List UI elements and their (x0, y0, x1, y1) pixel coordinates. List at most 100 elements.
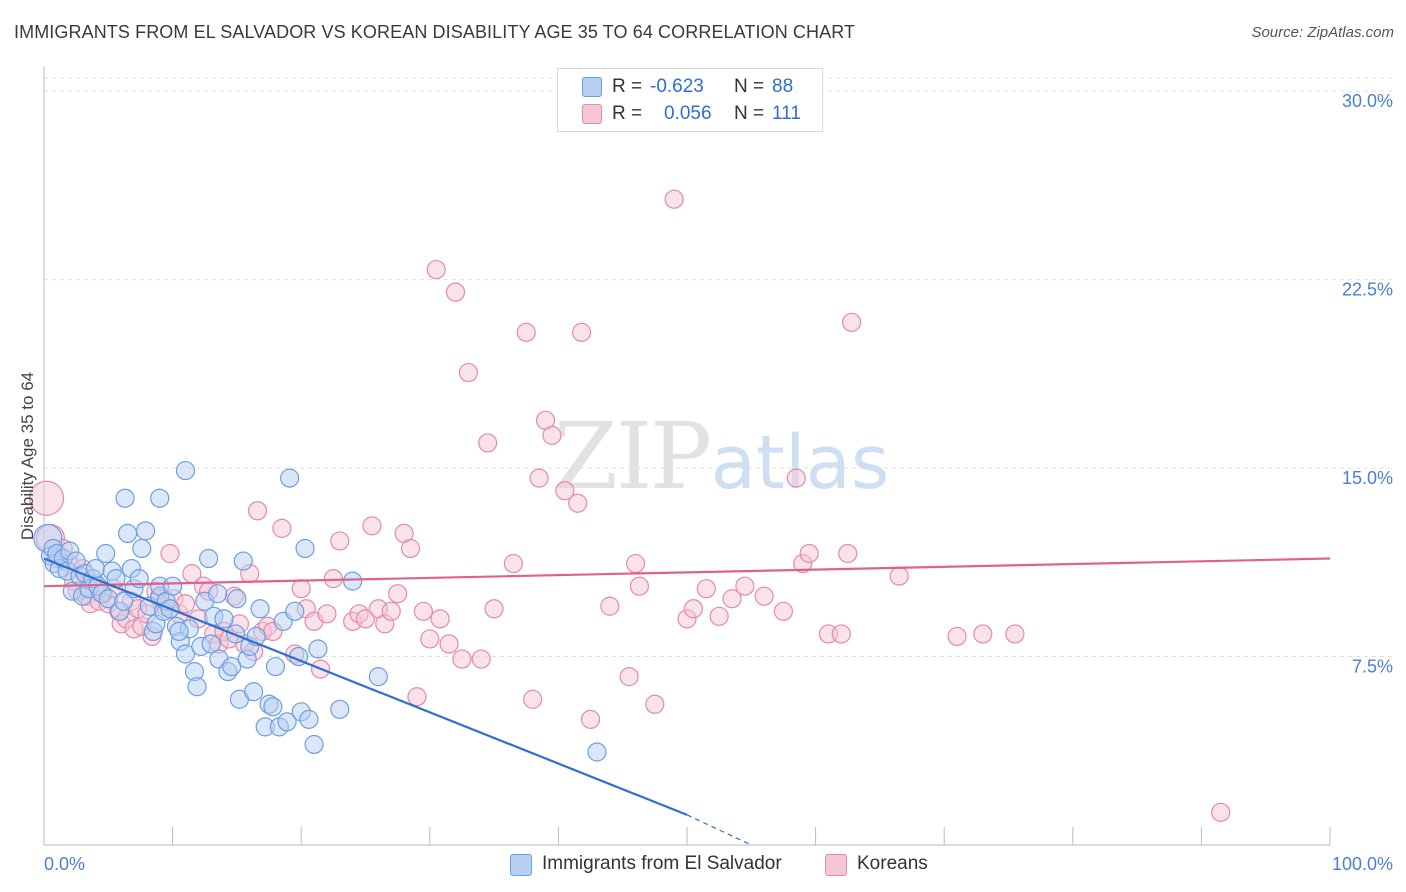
data-point-koreans (28, 480, 65, 516)
data-point-koreans (838, 543, 858, 564)
r-label: R = (612, 103, 643, 124)
axes (43, 66, 1331, 846)
r-value: -0.623 (650, 76, 704, 97)
data-point-koreans (629, 576, 650, 596)
trend-line-el-salvador-extension (686, 814, 752, 846)
data-point-el-salvador (308, 639, 328, 659)
data-point-koreans (555, 481, 575, 501)
series-legend: Immigrants from El Salvador Koreans (0, 852, 1406, 878)
tick-labels: 7.5% 15.0% 22.5% 30.0% 0.0% 100.0% (44, 91, 1393, 874)
data-point-koreans (842, 312, 862, 332)
data-point-koreans (317, 604, 337, 624)
data-point-koreans (831, 624, 851, 644)
data-point-koreans (291, 579, 311, 599)
n-label: N = (734, 76, 765, 97)
data-point-el-salvador (135, 521, 156, 541)
legend-swatch-el-salvador (510, 854, 532, 876)
watermark-atlas: atlas (711, 420, 890, 506)
data-point-el-salvador (150, 488, 170, 508)
data-point-koreans (754, 586, 774, 606)
data-point-el-salvador (304, 734, 324, 755)
data-point-koreans (478, 433, 498, 453)
data-point-koreans (247, 501, 268, 521)
data-point-koreans (400, 538, 421, 559)
data-point-el-salvador (285, 601, 305, 621)
data-point-el-salvador (587, 742, 607, 762)
data-point-el-salvador (233, 551, 253, 571)
data-point-koreans (355, 609, 376, 629)
data-point-koreans (889, 566, 909, 586)
data-point-koreans (323, 569, 343, 589)
swatch-el-salvador (582, 77, 602, 97)
data-point-el-salvador (227, 589, 247, 609)
trend-line-el-salvador (43, 557, 688, 816)
data-point-el-salvador (169, 621, 189, 642)
data-point-el-salvador (280, 468, 300, 488)
data-point-el-salvador (299, 709, 319, 729)
y-tick-label: 15.0% (1342, 468, 1393, 488)
data-point-koreans (445, 282, 466, 302)
trend-line-koreans (43, 557, 1331, 588)
data-point-koreans (362, 516, 382, 536)
source-credit: Source: ZipAtlas.com (1251, 24, 1394, 41)
data-point-koreans (645, 694, 665, 714)
r-value: 0.056 (664, 103, 712, 124)
data-point-koreans (516, 322, 536, 342)
trend-lines (43, 557, 1331, 846)
data-point-koreans (664, 189, 684, 209)
data-point-koreans (683, 599, 704, 619)
data-point-koreans (568, 493, 588, 513)
data-point-koreans (381, 601, 401, 621)
data-point-koreans (786, 468, 806, 488)
data-point-el-salvador (132, 538, 152, 559)
data-point-koreans (947, 626, 967, 647)
data-point-el-salvador (175, 460, 196, 481)
stats-legend: R = -0.623 N = 88 R = 0.056 N = 111 (557, 68, 823, 132)
n-value: 111 (772, 103, 801, 124)
x-tick-label: 0.0% (44, 854, 85, 874)
data-point-koreans (799, 543, 819, 564)
data-point-koreans (503, 553, 523, 574)
data-point-koreans (571, 322, 592, 342)
data-point-el-salvador (85, 558, 106, 579)
data-point-el-salvador (330, 699, 350, 719)
data-point-el-salvador (295, 538, 315, 559)
data-point-el-salvador (163, 576, 183, 596)
x-tick-label: 100.0% (1332, 854, 1393, 874)
data-point-koreans (773, 601, 794, 621)
data-point-el-salvador (263, 697, 283, 717)
data-point-koreans (426, 259, 446, 280)
legend-swatch-koreans (825, 854, 847, 876)
data-point-koreans (709, 606, 729, 626)
data-point-el-salvador (244, 682, 264, 702)
data-point-el-salvador (96, 543, 116, 564)
data-point-koreans (452, 649, 472, 669)
legend-label-el-salvador: Immigrants from El Salvador (542, 853, 782, 874)
data-point-koreans (1211, 802, 1231, 822)
y-tick-label: 22.5% (1342, 280, 1393, 300)
data-point-koreans (696, 579, 716, 599)
data-point-koreans (413, 601, 433, 621)
series-el-salvador-points (33, 460, 607, 762)
data-point-koreans (388, 584, 408, 604)
data-point-koreans (529, 468, 549, 488)
data-point-el-salvador (343, 571, 363, 591)
data-point-koreans (420, 629, 440, 649)
data-point-el-salvador (117, 523, 138, 544)
data-point-koreans (1005, 624, 1025, 644)
data-point-koreans (542, 425, 562, 445)
y-tick-label: 30.0% (1342, 91, 1393, 111)
data-point-el-salvador (214, 609, 234, 629)
chart-title: IMMIGRANTS FROM EL SALVADOR VS KOREAN DI… (14, 22, 856, 42)
n-value: 88 (772, 76, 794, 97)
watermark: ZIP atlas (554, 403, 890, 510)
legend-label-koreans: Koreans (857, 853, 928, 874)
watermark-zip: ZIP (554, 403, 710, 510)
data-point-el-salvador (250, 599, 270, 619)
data-point-koreans (439, 634, 459, 654)
data-point-el-salvador (175, 644, 196, 664)
data-point-el-salvador (201, 634, 221, 654)
data-point-koreans (407, 687, 427, 707)
data-point-koreans (722, 589, 742, 609)
